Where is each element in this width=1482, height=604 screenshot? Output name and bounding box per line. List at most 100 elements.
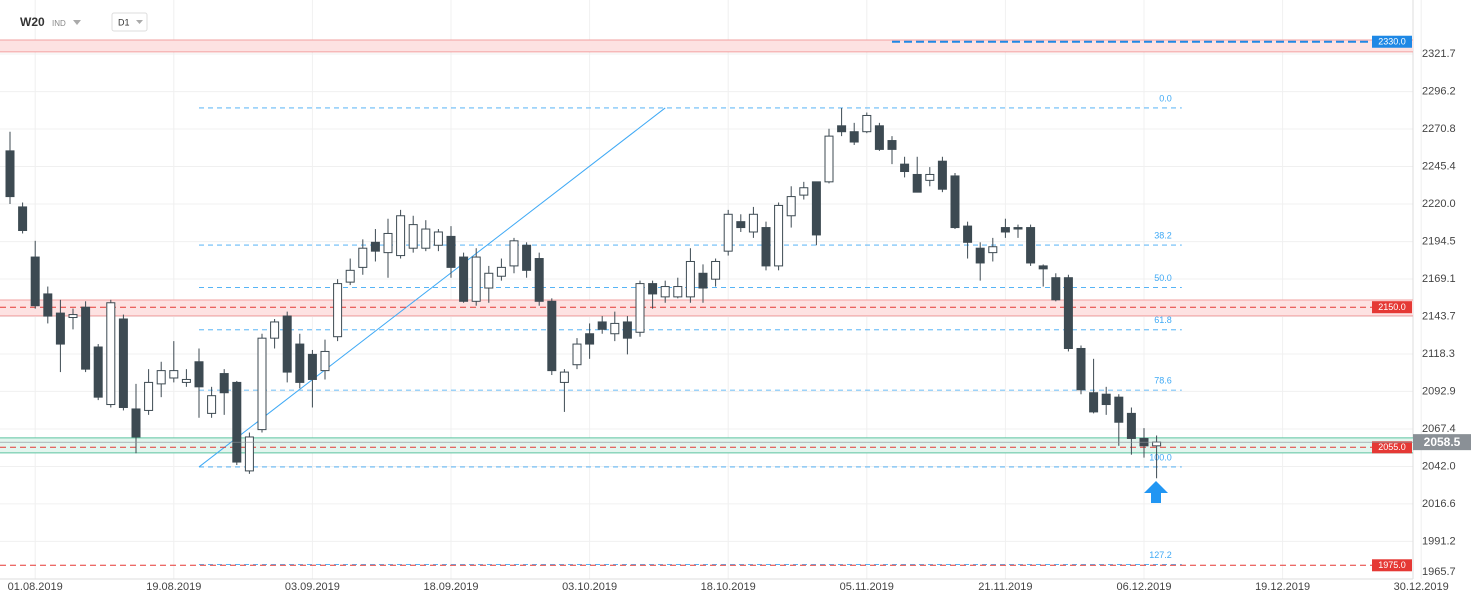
candle-body [559,371,569,383]
candle-body [673,286,683,298]
candle-body [1076,347,1086,391]
candle-body [849,131,859,143]
candle-body [459,256,469,302]
candle-body [1152,441,1162,447]
dropdown-arrow[interactable] [136,20,143,24]
candle-body [1013,227,1023,230]
last-price-tag [1413,434,1471,451]
candle-body [257,337,267,431]
zone [0,299,1413,316]
candle-body [622,321,632,339]
y-tick-label: 2169.1 [1422,273,1456,285]
candle-body [68,314,78,319]
candle-body [786,196,796,217]
fib-label: 38.2 [1154,230,1172,240]
y-tick-label: 2194.5 [1422,235,1456,247]
zone [0,437,1413,453]
candle-body [144,381,154,411]
candle-body [1038,265,1048,270]
y-tick-label: 2321.7 [1422,48,1456,60]
candle-body [156,370,166,385]
candle-body [534,258,544,302]
candle-body [597,321,607,330]
candle-body [307,353,317,380]
candle-body [396,215,406,257]
y-tick-label: 1965.7 [1422,566,1456,578]
candle-body [496,266,506,277]
dropdown-arrow[interactable] [73,20,81,25]
x-tick-label: 30.12.2019 [1394,581,1449,593]
fib-label: 50.0 [1154,273,1172,283]
x-tick-label: 06.12.2019 [1116,581,1171,593]
y-tick-label: 2296.2 [1422,85,1456,97]
candle-body [963,225,973,243]
candle-body [1026,227,1036,264]
candle-body [774,204,784,267]
candle-body [1000,227,1010,233]
candle-body [320,350,330,372]
fib-label: 0.0 [1159,93,1172,103]
last-price-label: 2058.5 [1424,435,1461,449]
candle-body [711,260,721,280]
candle-body [81,306,91,370]
candle-body [811,181,821,236]
candle-body [698,272,708,289]
x-tick-label: 18.10.2019 [701,581,756,593]
candle-body [685,260,695,298]
chart-subtitle: IND [52,19,66,28]
candle-body [295,343,305,383]
candle-body [471,256,481,302]
candle-body [912,173,922,193]
level-tag [1372,35,1412,48]
y-tick-label: 2067.4 [1422,423,1456,435]
candle-body [93,346,103,398]
candle-body [900,163,910,173]
candle-body [370,241,380,252]
y-tick-label: 1991.2 [1422,535,1456,547]
candle-body [333,283,343,338]
level-tag [1372,559,1412,572]
candle-body [383,232,393,254]
candle-body [1051,277,1061,301]
candle-body [484,272,494,289]
candle-body [975,247,985,264]
candle-body [207,395,217,414]
candle-body [610,322,620,335]
x-tick-label: 19.12.2019 [1255,581,1310,593]
candle-body [232,381,242,463]
x-tick-label: 05.11.2019 [840,581,894,593]
candle-body [30,256,40,307]
candle-body [181,378,191,383]
candle-body [988,246,998,254]
candle-body [1126,412,1136,439]
candle-body [887,140,897,150]
candle-body [937,160,947,190]
level-tag-label: 2055.0 [1378,442,1406,452]
y-tick-label: 2016.6 [1422,498,1456,510]
candle-body [761,227,771,267]
x-tick-label: 18.09.2019 [423,581,478,593]
candle-body [244,436,254,472]
interval-select[interactable] [111,12,148,32]
level-tag-label: 1975.0 [1378,560,1406,570]
candle-body [421,228,431,249]
candle-body [446,235,456,268]
fib-label: 100.0 [1149,452,1172,462]
candle-body [106,302,116,406]
y-tick-label: 2143.7 [1422,310,1456,322]
y-tick-label: 2042.0 [1422,460,1456,472]
candle-body [547,300,557,372]
candle-body [522,244,532,271]
candle-body [585,333,595,345]
level-tag-label: 2330.0 [1378,37,1406,47]
x-tick-label: 03.09.2019 [285,581,340,593]
candle-body [194,361,204,388]
candle-body [509,240,519,267]
level-tag-label: 2150.0 [1378,302,1406,312]
candle-body [874,125,884,150]
candle-body [925,173,935,181]
y-tick-label: 2118.3 [1422,348,1455,360]
candle-body [1063,277,1073,349]
candle-body [862,114,872,133]
